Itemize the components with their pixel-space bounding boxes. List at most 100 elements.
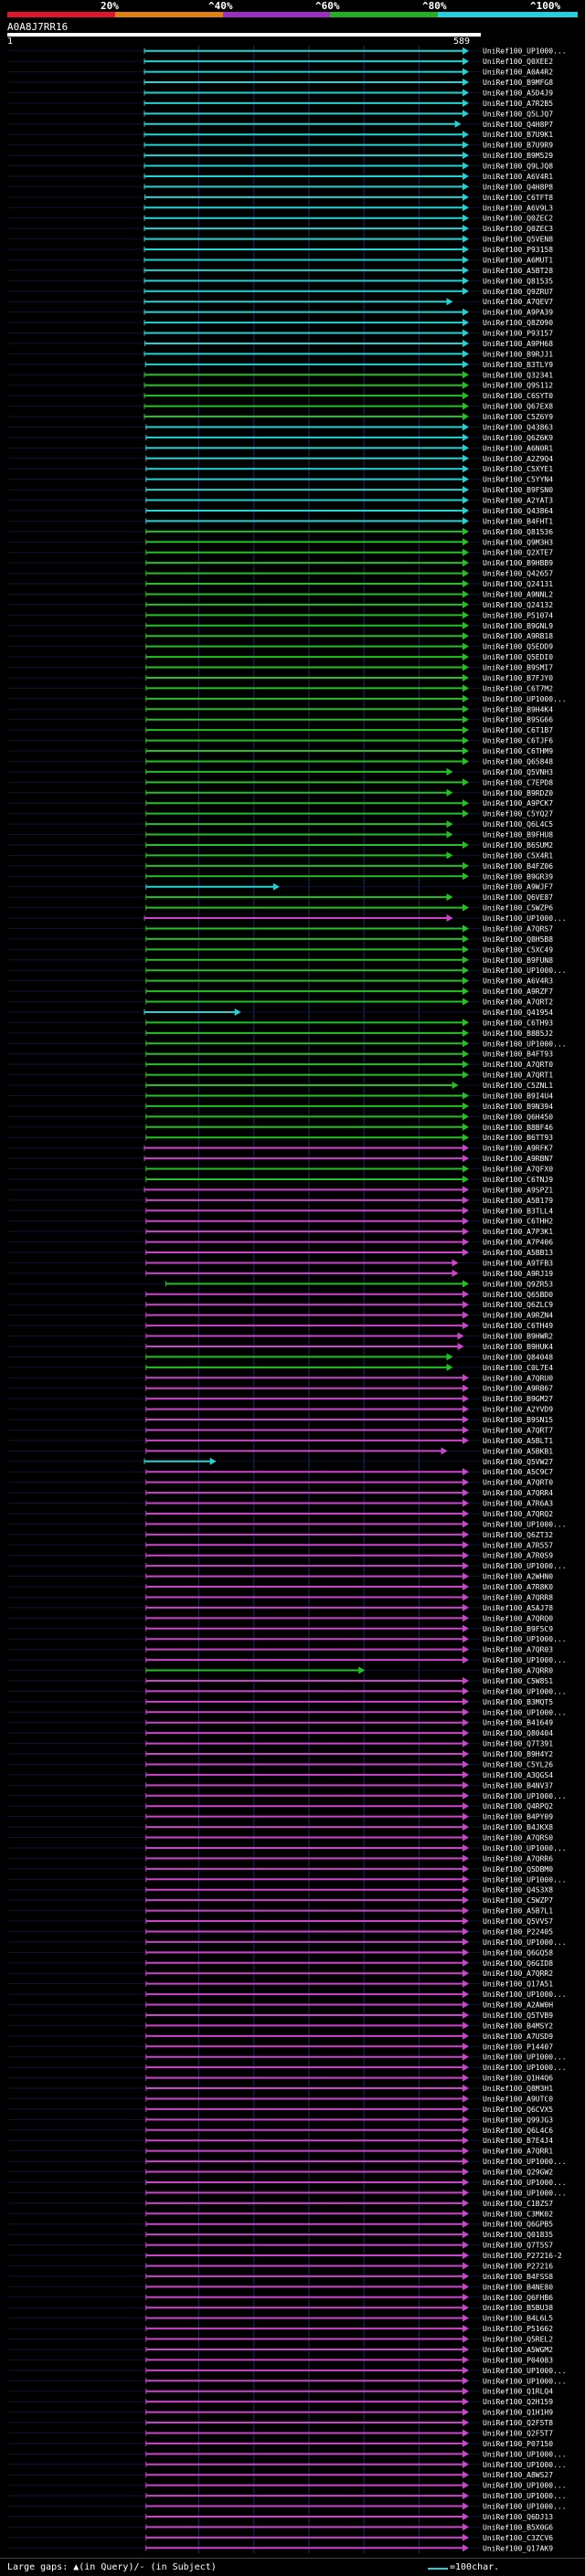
hit-label[interactable]: UniRef100_A7P406	[483, 1239, 553, 1247]
hit-label[interactable]: UniRef100_A7QRQ0	[483, 1614, 553, 1622]
hit-label[interactable]: UniRef100_A9PH68	[483, 340, 553, 348]
hit-label[interactable]: UniRef100_UP1000...	[483, 2053, 567, 2062]
hit-label[interactable]: UniRef100_C6TH93	[483, 1019, 553, 1027]
hit-label[interactable]: UniRef100_B4FSS8	[483, 2273, 553, 2281]
hit-label[interactable]: UniRef100_Q99JG3	[483, 2116, 553, 2124]
hit-label[interactable]: UniRef100_B9FHU8	[483, 831, 553, 839]
hit-label[interactable]: UniRef100_A7QRR8	[483, 1593, 553, 1601]
hit-label[interactable]: UniRef100_Q5EDI0	[483, 653, 553, 661]
hit-label[interactable]: UniRef100_A5B179	[483, 1197, 553, 1205]
hit-label[interactable]: UniRef100_Q1H1H9	[483, 2409, 553, 2417]
hit-label[interactable]: UniRef100_UP1000...	[483, 1687, 567, 1695]
hit-label[interactable]: UniRef100_UP1000...	[483, 695, 567, 703]
hit-label[interactable]: UniRef100_C7EPD8	[483, 778, 553, 787]
hit-label[interactable]: UniRef100_Q5VNH3	[483, 768, 553, 776]
hit-label[interactable]: UniRef100_B9SG66	[483, 716, 553, 724]
hit-label[interactable]: UniRef100_Q65BD0	[483, 1291, 553, 1299]
hit-label[interactable]: UniRef100_B8B5J2	[483, 1029, 553, 1038]
hit-label[interactable]: UniRef100_C5W8S1	[483, 1677, 553, 1685]
hit-label[interactable]: UniRef100_UP1000...	[483, 1520, 567, 1528]
hit-label[interactable]: UniRef100_Q8H5B8	[483, 935, 553, 944]
hit-label[interactable]: UniRef100_UP1000...	[483, 2492, 567, 2500]
hit-label[interactable]: UniRef100_C5YL26	[483, 1760, 553, 1768]
hit-label[interactable]: UniRef100_B4FZ06	[483, 862, 553, 871]
hit-label[interactable]: UniRef100_A9RB67	[483, 1385, 553, 1393]
hit-label[interactable]: UniRef100_B9H4Y2	[483, 1750, 553, 1758]
hit-label[interactable]: UniRef100_A7R0S9	[483, 1552, 553, 1560]
hit-label[interactable]: UniRef100_Q1RLQ4	[483, 2388, 553, 2396]
hit-label[interactable]: UniRef100_A9PCK7	[483, 799, 553, 808]
hit-label[interactable]: UniRef100_A2WHN0	[483, 1573, 553, 1581]
hit-label[interactable]: UniRef100_P04083	[483, 2356, 553, 2364]
hit-label[interactable]: UniRef100_Q8Z090	[483, 319, 553, 327]
hit-label[interactable]: UniRef100_Q29GW2	[483, 2169, 553, 2177]
hit-label[interactable]: UniRef100_A9RFK7	[483, 1145, 553, 1153]
hit-label[interactable]: UniRef100_Q81535	[483, 277, 553, 285]
hit-label[interactable]: UniRef100_A7P3K1	[483, 1228, 553, 1236]
hit-label[interactable]: UniRef100_C6T1B7	[483, 726, 553, 734]
hit-label[interactable]: UniRef100_A9RZN4	[483, 1312, 553, 1320]
hit-label[interactable]: UniRef100_C6TH49	[483, 1322, 553, 1330]
hit-label[interactable]: UniRef100_Q2F5T8	[483, 2419, 553, 2427]
hit-label[interactable]: UniRef100_A6MUT1	[483, 256, 553, 264]
hit-label[interactable]: UniRef100_UP1000...	[483, 2482, 567, 2490]
hit-label[interactable]: UniRef100_UP1000...	[483, 1990, 567, 1999]
hit-label[interactable]: UniRef100_B4JKX8	[483, 1823, 553, 1832]
hit-label[interactable]: UniRef100_P14407	[483, 2043, 553, 2051]
hit-label[interactable]: UniRef100_Q9M3H3	[483, 538, 553, 546]
hit-label[interactable]: UniRef100_B4MSY2	[483, 2022, 553, 2030]
hit-label[interactable]: UniRef100_C5WZP7	[483, 1896, 553, 1905]
hit-label[interactable]: UniRef100_B9GNL9	[483, 622, 553, 630]
hit-label[interactable]: UniRef100_B3MQT5	[483, 1698, 553, 1706]
hit-label[interactable]: UniRef100_UP1000...	[483, 1938, 567, 1947]
hit-label[interactable]: UniRef100_Q8M3H1	[483, 2085, 553, 2093]
hit-label[interactable]: UniRef100_A6V9L3	[483, 204, 553, 212]
hit-label[interactable]: UniRef100_Q0XEE2	[483, 58, 553, 66]
hit-label[interactable]: UniRef100_B6TT93	[483, 1134, 553, 1142]
hit-label[interactable]: UniRef100_B9GR39	[483, 872, 553, 881]
hit-label[interactable]: UniRef100_A5D4J9	[483, 89, 553, 97]
hit-label[interactable]: UniRef100_C6T7M2	[483, 684, 553, 692]
hit-label[interactable]: UniRef100_UP1000...	[483, 1040, 567, 1048]
hit-label[interactable]: UniRef100_UP1000...	[483, 48, 567, 56]
hit-label[interactable]: UniRef100_Q41954	[483, 1008, 553, 1017]
hit-label[interactable]: UniRef100_A7QRQ2	[483, 1510, 553, 1518]
hit-label[interactable]: UniRef100_UP1000...	[483, 2461, 567, 2469]
hit-label[interactable]: UniRef100_A7QRT1	[483, 1072, 553, 1080]
hit-label[interactable]: UniRef100_A2YAT3	[483, 497, 553, 505]
hit-label[interactable]: UniRef100_UP1000...	[483, 1792, 567, 1800]
hit-label[interactable]: UniRef100_B4NV37	[483, 1781, 553, 1789]
hit-label[interactable]: UniRef100_Q67EX8	[483, 403, 553, 411]
hit-label[interactable]: UniRef100_C6TFT8	[483, 194, 553, 202]
hit-label[interactable]: UniRef100_UP1000...	[483, 1708, 567, 1716]
hit-label[interactable]: UniRef100_UP1000...	[483, 1844, 567, 1853]
hit-label[interactable]: UniRef100_B9SN15	[483, 1416, 553, 1424]
hit-label[interactable]: UniRef100_UP1000...	[483, 2450, 567, 2458]
hit-label[interactable]: UniRef100_A5B7L1	[483, 1907, 553, 1916]
hit-label[interactable]: UniRef100_A5C9C7	[483, 1468, 553, 1476]
hit-label[interactable]: UniRef100_Q32341	[483, 371, 553, 379]
hit-label[interactable]: UniRef100_C3ZCV6	[483, 2534, 553, 2542]
hit-label[interactable]: UniRef100_UP1000...	[483, 1656, 567, 1664]
hit-label[interactable]: UniRef100_Q5EDD9	[483, 643, 553, 651]
hit-label[interactable]: UniRef100_Q4RPQ2	[483, 1802, 553, 1811]
hit-label[interactable]: UniRef100_C6THM9	[483, 747, 553, 755]
hit-label[interactable]: UniRef100_Q6ZLC9	[483, 1301, 553, 1309]
hit-label[interactable]: UniRef100_B4PY09	[483, 1813, 553, 1821]
hit-label[interactable]: UniRef100_Q43863	[483, 423, 553, 431]
hit-label[interactable]: UniRef100_C6TJF6	[483, 737, 553, 745]
hit-label[interactable]: UniRef100_B9M529	[483, 152, 553, 160]
hit-label[interactable]: UniRef100_A7QFX0	[483, 1166, 553, 1174]
hit-label[interactable]: UniRef100_A7QRR2	[483, 1969, 553, 1978]
hit-label[interactable]: UniRef100_A9WJF7	[483, 883, 553, 892]
hit-label[interactable]: UniRef100_Q6DJ13	[483, 2513, 553, 2521]
hit-label[interactable]: UniRef100_Q5TVB9	[483, 2011, 553, 2020]
hit-label[interactable]: UniRef100_A7QRR1	[483, 2148, 553, 2156]
hit-label[interactable]: UniRef100_P27216-2	[483, 2252, 562, 2260]
hit-label[interactable]: UniRef100_Q6GQ58	[483, 1948, 553, 1957]
hit-label[interactable]: UniRef100_C3MK02	[483, 2210, 553, 2218]
hit-label[interactable]: UniRef100_A7QRT0	[483, 1061, 553, 1069]
hit-label[interactable]: UniRef100_Q2H159	[483, 2398, 553, 2406]
hit-label[interactable]: UniRef100_B9RDZ0	[483, 789, 553, 797]
hit-label[interactable]: UniRef100_Q81536	[483, 528, 553, 536]
